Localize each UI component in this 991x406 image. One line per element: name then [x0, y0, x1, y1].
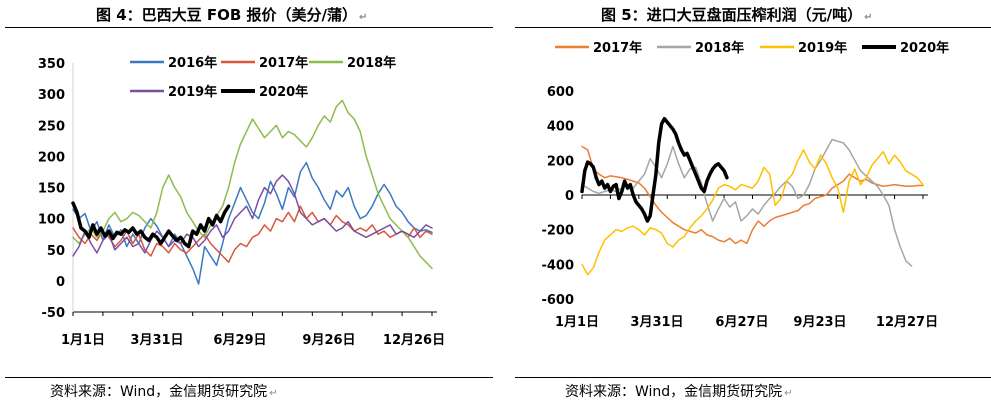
- x-tick-label: 6月27日: [715, 315, 768, 330]
- x-tick-label: 1月1日: [555, 315, 599, 330]
- source-divider: [515, 377, 991, 378]
- y-tick-label: 0: [56, 275, 65, 290]
- x-tick-label: 12月27日: [876, 315, 938, 330]
- legend-label: 2019年: [168, 84, 217, 100]
- legend-label: 2020年: [900, 40, 949, 56]
- y-tick-label: 100: [38, 213, 65, 228]
- x-tick-label: 3月31日: [130, 333, 183, 348]
- series-line-2020年: [71, 201, 231, 249]
- y-tick-label: 350: [38, 57, 65, 72]
- legend-label: 2019年: [798, 40, 847, 56]
- legend-label: 2018年: [695, 40, 744, 56]
- legend-label: 2017年: [259, 55, 308, 71]
- figure-5-panel: 图 5：进口大豆盘面压榨利润（元/吨） ↵ 600 400 200 0 -200 -400 -…: [515, 0, 991, 406]
- figure-title: 图 5：进口大豆盘面压榨利润（元/吨） ↵: [601, 6, 873, 24]
- y-tick-label: 600: [547, 85, 574, 100]
- y-tick-label: -200: [541, 224, 574, 239]
- y-tick-label: 250: [38, 119, 65, 134]
- chart-brazil-soybean-fob: 350 300 250 200 150 100 50 0 -50 1月1日 3月31日 6月29日 9月…: [38, 55, 445, 348]
- title-divider: [515, 27, 991, 28]
- source-note: 资料来源：Wind，金信期货研究院 ↵: [50, 384, 278, 400]
- x-tick-label: 1月1日: [61, 333, 105, 348]
- y-tick-label: 50: [47, 244, 65, 259]
- legend-label: 2016年: [168, 55, 217, 71]
- y-tick-label: -600: [541, 293, 574, 308]
- chart-crush-margin: 600 400 200 0 -200 -400 -600 1月1日 3月31日 6月27日 9月23…: [541, 40, 949, 330]
- y-tick-label: -50: [42, 306, 66, 321]
- y-tick-label: 200: [38, 150, 65, 165]
- series-line-2019年: [581, 149, 924, 276]
- series-line-2020年: [580, 116, 729, 223]
- series-line-2018年: [581, 138, 913, 267]
- figure-title: 图 4：巴西大豆 FOB 报价（美分/蒲） ↵: [96, 6, 368, 24]
- y-tick-label: 400: [547, 120, 574, 135]
- legend-label: 2017年: [593, 40, 642, 56]
- title-divider: [5, 27, 493, 28]
- y-tick-label: 150: [38, 182, 65, 197]
- figure-4-panel: 图 4：巴西大豆 FOB 报价（美分/蒲） ↵ 350 300 250 200 150 10…: [0, 0, 495, 406]
- series-line-2017年: [581, 145, 924, 245]
- legend-label: 2018年: [347, 55, 396, 71]
- y-tick-label: 200: [547, 154, 574, 169]
- x-tick-label: 3月31日: [630, 315, 683, 330]
- y-tick-label: 300: [38, 88, 65, 103]
- series-line-2019年: [72, 174, 433, 257]
- series-line-2016年: [72, 161, 433, 285]
- x-tick-label: 9月23日: [793, 315, 846, 330]
- source-note: 资料来源：Wind，金信期货研究院 ↵: [565, 384, 793, 400]
- x-tick-label: 9月26日: [302, 333, 355, 348]
- y-tick-label: -400: [541, 258, 574, 273]
- series-line-2018年: [72, 99, 433, 270]
- y-tick-label: 0: [565, 189, 574, 204]
- source-divider: [5, 377, 493, 378]
- legend-label: 2020年: [259, 84, 308, 100]
- x-tick-label: 12月26日: [383, 333, 445, 348]
- series-line-2017年: [72, 205, 433, 263]
- x-tick-label: 6月29日: [213, 333, 266, 348]
